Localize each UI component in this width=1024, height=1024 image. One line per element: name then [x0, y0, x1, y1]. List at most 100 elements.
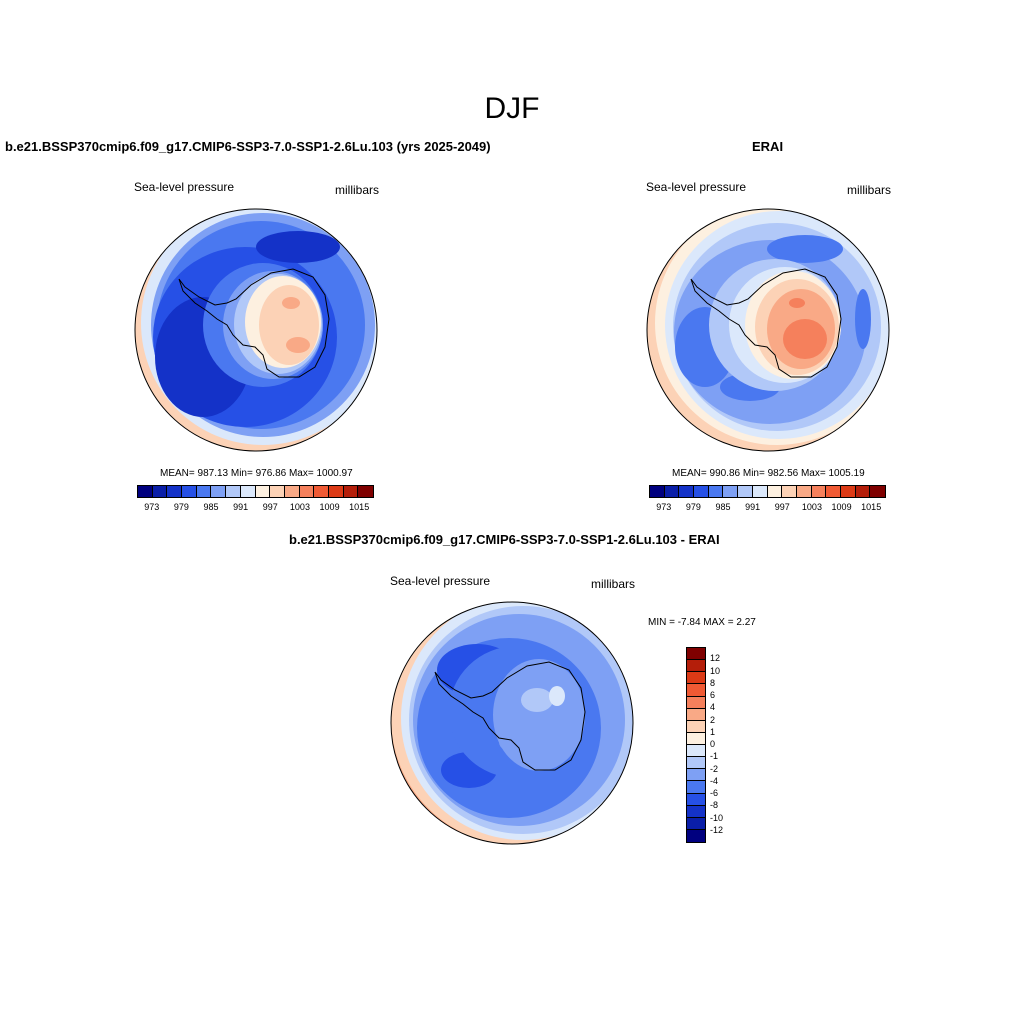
panel2-colorbar: [649, 485, 886, 498]
colorbar-tick-label: 1009: [831, 502, 852, 512]
colorbar-swatch: [855, 486, 871, 497]
colorbar-swatch: [211, 486, 227, 497]
panel1-units-label: millibars: [335, 183, 380, 197]
panel3-colorbar: [686, 647, 706, 843]
colorbar-tick-label: 985: [715, 502, 731, 512]
panel3-title: b.e21.BSSP370cmip6.f09_g17.CMIP6-SSP3-7.…: [289, 532, 720, 547]
colorbar-tick-label: 997: [774, 502, 790, 512]
colorbar-swatch: [870, 486, 885, 497]
panel1-stats: MEAN= 987.13 Min= 976.86 Max= 1000.97: [160, 468, 353, 479]
colorbar-tick-label: 991: [233, 502, 249, 512]
colorbar-swatch: [752, 486, 768, 497]
panel1-polar-map: [134, 208, 378, 452]
colorbar-tick-label: 12: [710, 653, 721, 664]
colorbar-tick-label: 1003: [289, 502, 310, 512]
panel1-variable-label: Sea-level pressure: [134, 180, 235, 194]
colorbar-swatch: [328, 486, 344, 497]
panel1-title: b.e21.BSSP370cmip6.f09_g17.CMIP6-SSP3-7.…: [5, 139, 491, 154]
colorbar-swatch: [687, 672, 705, 685]
colorbar-swatch: [840, 486, 856, 497]
colorbar-tick-label: 991: [745, 502, 761, 512]
colorbar-swatch: [811, 486, 827, 497]
colorbar-swatch: [687, 720, 705, 733]
colorbar-swatch: [687, 769, 705, 782]
panel2-colorbar-ticks: 973 979 985 991 997 1003 1009 1015: [649, 502, 886, 514]
colorbar-tick-label: 979: [685, 502, 701, 512]
colorbar-tick-label: -10: [710, 812, 724, 823]
colorbar-tick-label: -4: [710, 775, 719, 786]
colorbar-swatch: [687, 757, 705, 770]
colorbar-swatch: [687, 684, 705, 697]
panel3-polar-map: [390, 601, 634, 845]
panel3-stats: MIN = -7.84 MAX = 2.27: [648, 617, 756, 628]
colorbar-swatch: [152, 486, 168, 497]
colorbar-swatch: [826, 486, 841, 497]
colorbar-swatch: [782, 486, 797, 497]
colorbar-swatch: [270, 486, 285, 497]
colorbar-swatch: [687, 745, 705, 758]
colorbar-tick-label: 1009: [319, 502, 340, 512]
colorbar-swatch: [694, 486, 709, 497]
colorbar-swatch: [687, 793, 705, 806]
panel2-variable-label: Sea-level pressure: [646, 180, 747, 194]
colorbar-tick-label: -12: [710, 824, 724, 835]
panel1-colorbar-ticks: 973 979 985 991 997 1003 1009 1015: [137, 502, 374, 514]
colorbar-swatch: [687, 805, 705, 818]
colorbar-swatch: [738, 486, 753, 497]
colorbar-tick-label: 1003: [801, 502, 822, 512]
colorbar-tick-label: 1015: [861, 502, 882, 512]
colorbar-tick-label: 8: [710, 677, 716, 688]
panel3-units-label: millibars: [591, 577, 636, 591]
colorbar-swatch: [796, 486, 812, 497]
colorbar-swatch: [723, 486, 739, 497]
panel2-title: ERAI: [752, 139, 784, 154]
colorbar-tick-label: 985: [203, 502, 219, 512]
colorbar-swatch: [687, 696, 705, 709]
colorbar-tick-label: -8: [710, 800, 719, 811]
colorbar-swatch: [255, 486, 271, 497]
colorbar-tick-label: 979: [173, 502, 189, 512]
colorbar-tick-label: 6: [710, 690, 716, 700]
panel3-variable-label: Sea-level pressure: [390, 574, 491, 588]
colorbar-tick-label: 1: [710, 726, 716, 737]
colorbar-swatch: [138, 486, 153, 497]
panel3-colorbar-ticks: 12 10 8 6 4 2 1 0 -1 -2 -4 -6 -8 -10 -12: [710, 647, 740, 843]
colorbar-tick-label: 973: [144, 502, 160, 512]
colorbar-swatch: [343, 486, 359, 497]
colorbar-tick-label: 973: [656, 502, 672, 512]
panel2-polar-map: [646, 208, 890, 452]
colorbar-tick-label: -6: [710, 788, 719, 798]
colorbar-tick-label: 10: [710, 665, 721, 676]
colorbar-tick-label: -2: [710, 763, 719, 774]
colorbar-swatch: [679, 486, 695, 497]
colorbar-swatch: [767, 486, 783, 497]
colorbar-swatch: [240, 486, 256, 497]
colorbar-swatch: [687, 648, 705, 661]
colorbar-swatch: [226, 486, 241, 497]
colorbar-swatch: [650, 486, 665, 497]
colorbar-swatch: [167, 486, 183, 497]
panel2-units-label: millibars: [847, 183, 892, 197]
figure-title: DJF: [484, 92, 540, 125]
colorbar-swatch: [196, 486, 212, 497]
colorbar-swatch: [182, 486, 197, 497]
colorbar-swatch: [687, 781, 705, 794]
colorbar-tick-label: 2: [710, 714, 716, 725]
colorbar-swatch: [299, 486, 315, 497]
colorbar-tick-label: 1015: [349, 502, 370, 512]
panel2-stats: MEAN= 990.86 Min= 982.56 Max= 1005.19: [672, 468, 865, 479]
colorbar-swatch: [687, 732, 705, 745]
colorbar-tick-label: 997: [262, 502, 278, 512]
colorbar-swatch: [687, 708, 705, 721]
colorbar-swatch: [358, 486, 373, 497]
colorbar-swatch: [687, 829, 705, 842]
colorbar-swatch: [708, 486, 724, 497]
colorbar-swatch: [314, 486, 329, 497]
colorbar-swatch: [664, 486, 680, 497]
colorbar-tick-label: 0: [710, 739, 716, 749]
colorbar-tick-label: 4: [710, 702, 716, 713]
panel1-colorbar: [137, 485, 374, 498]
colorbar-swatch: [284, 486, 300, 497]
colorbar-swatch: [687, 660, 705, 673]
colorbar-tick-label: -1: [710, 751, 719, 762]
